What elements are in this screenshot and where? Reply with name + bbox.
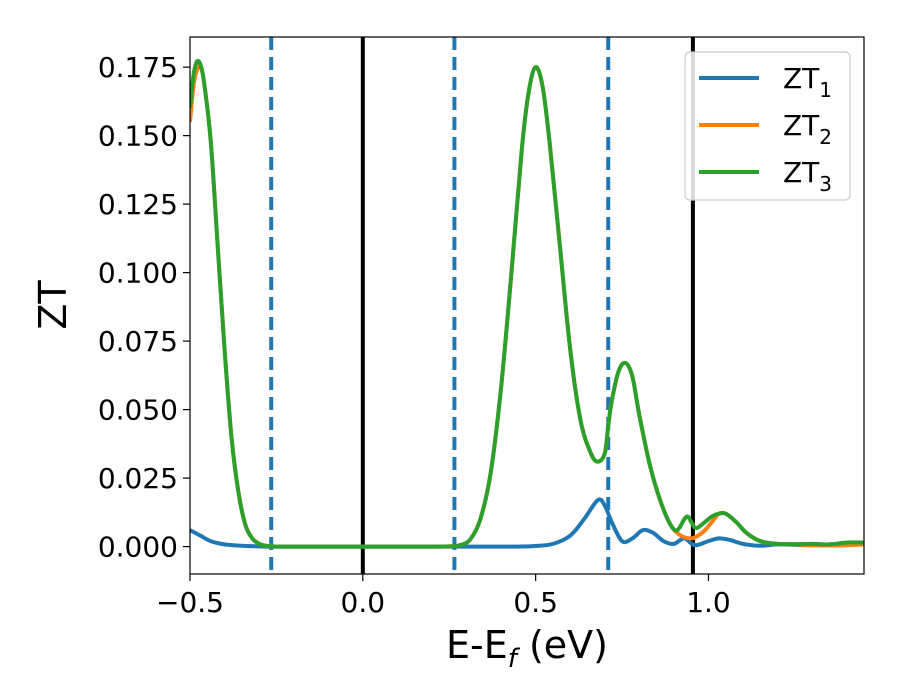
y-tick-label: 0.175 (98, 51, 178, 84)
series-line-3 (190, 58, 864, 549)
y-tick-label: 0.100 (98, 257, 178, 290)
x-tick-label: 1.0 (686, 586, 731, 619)
series-line-1 (190, 497, 864, 549)
x-tick-label: 0.5 (513, 586, 558, 619)
axes-frame (189, 36, 865, 575)
x-tick-label: −0.5 (156, 586, 224, 619)
y-tick-label: 0.000 (98, 531, 178, 564)
y-tick-label: 0.025 (98, 462, 178, 495)
y-tick-label: 0.050 (98, 394, 178, 427)
legend-box (684, 51, 851, 201)
y-tick-label: 0.150 (98, 120, 178, 153)
y-tick-label: 0.125 (98, 188, 178, 221)
axes: −0.5 0.0 0.5 1.0 0.000 0.025 0.050 0.075 0.100 0.… (98, 36, 865, 619)
y-axis-title: ZT (31, 280, 75, 330)
y-tick-label: 0.075 (98, 325, 178, 358)
x-tick-label: 0.0 (341, 586, 386, 619)
x-axis-title: E-Ef (eV) (446, 623, 608, 674)
